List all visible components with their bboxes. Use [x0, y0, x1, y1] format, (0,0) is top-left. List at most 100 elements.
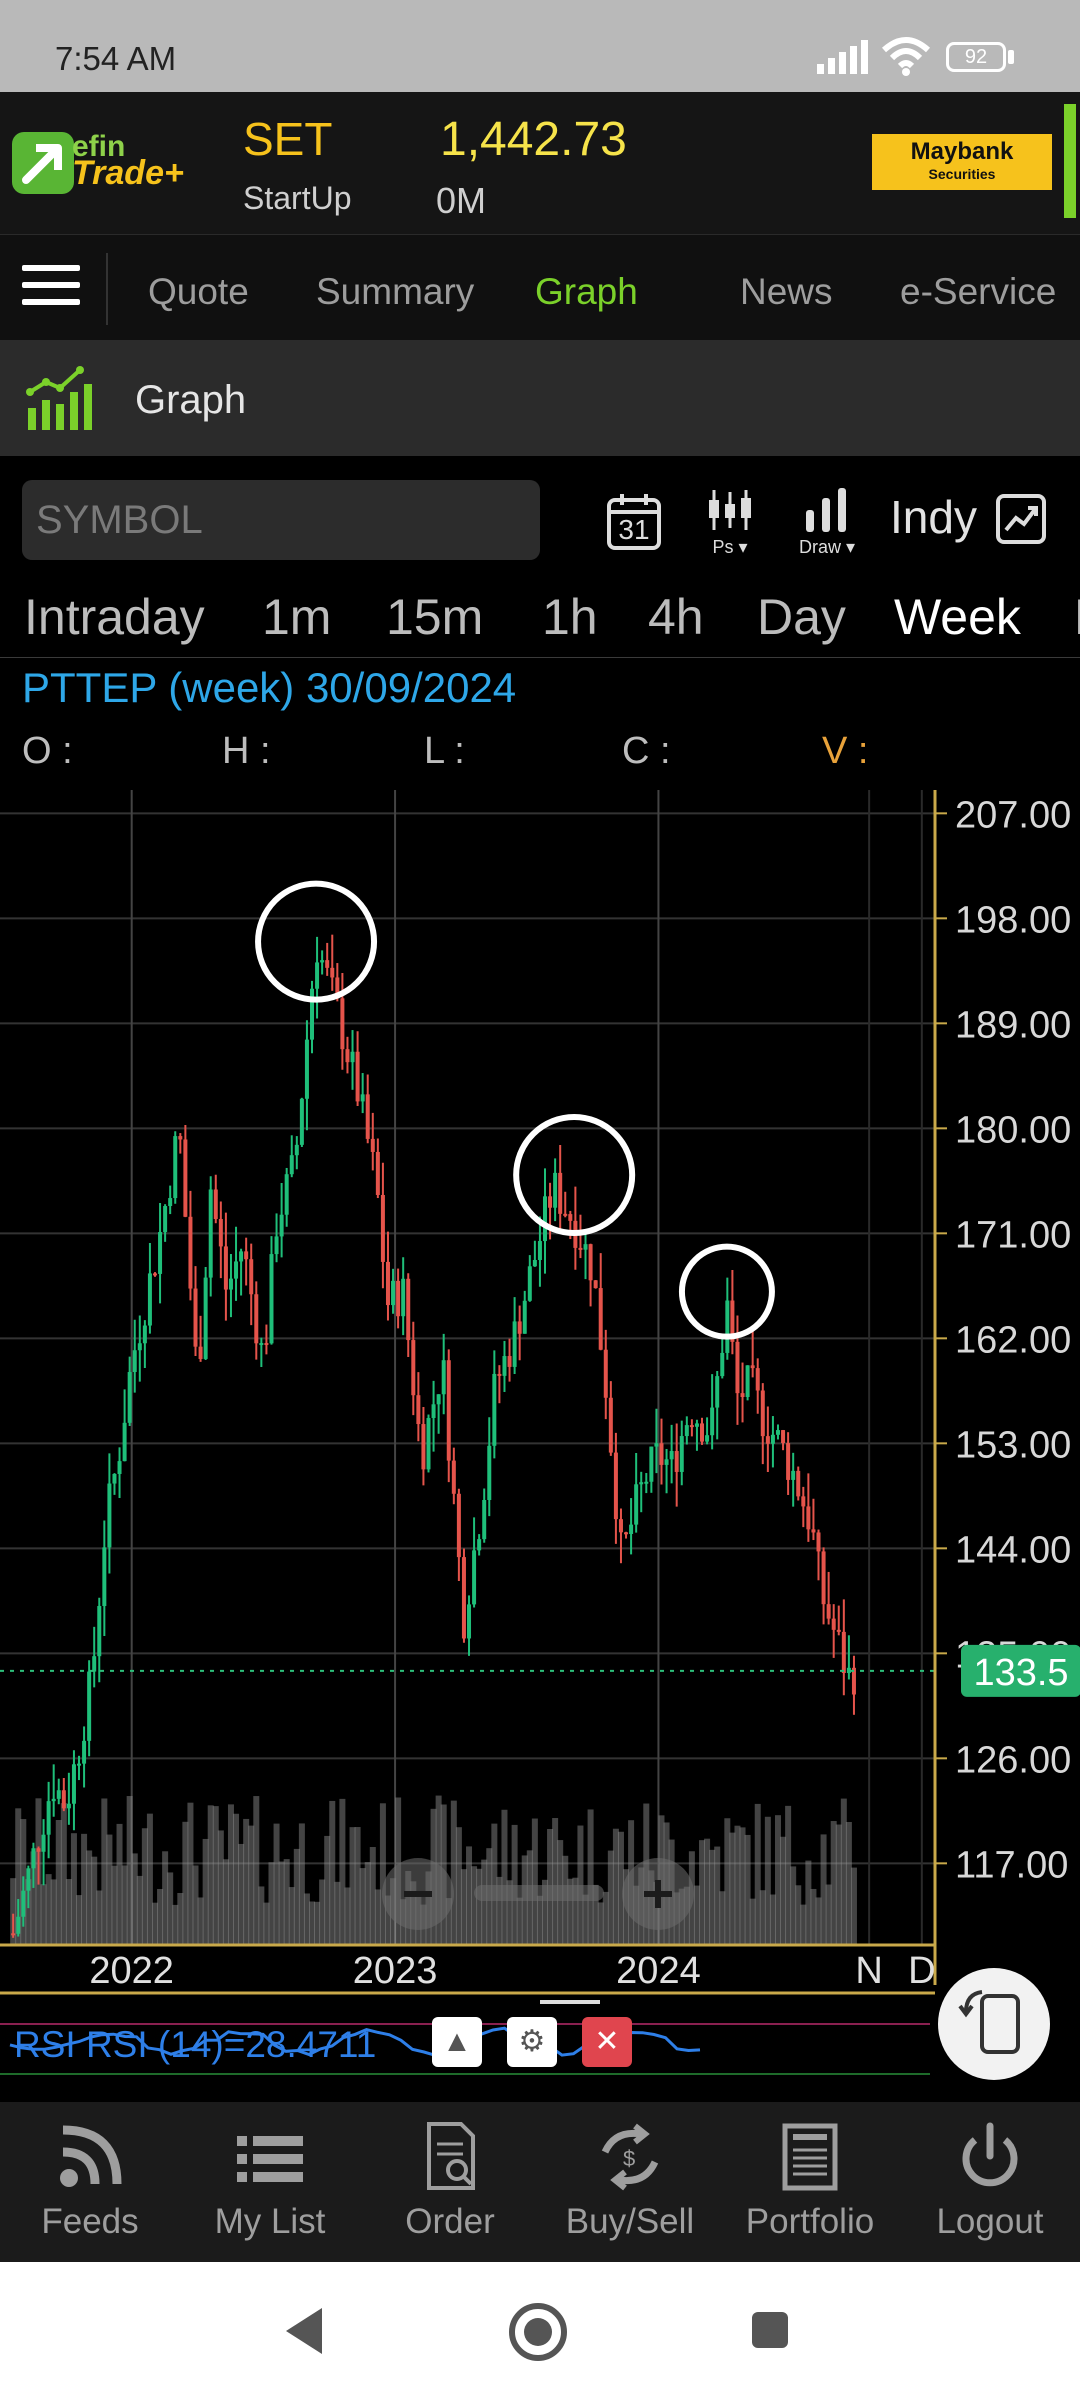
candle-body — [613, 1452, 618, 1520]
logo-text-efin: efin — [72, 130, 126, 163]
plus-v-icon — [655, 1880, 661, 1908]
volume-bar — [167, 1872, 174, 1945]
volume-bar — [714, 1846, 721, 1945]
calendar-button[interactable]: 31 — [606, 492, 662, 552]
candle-body — [467, 1604, 472, 1639]
page-title-bar: Graph — [0, 340, 1080, 456]
candle-body — [639, 1482, 644, 1485]
volume-bar — [460, 1869, 467, 1945]
volume-bar — [359, 1868, 366, 1945]
candle-body — [760, 1390, 765, 1437]
period-month[interactable]: M — [1074, 588, 1080, 646]
wifi-icon — [881, 37, 931, 76]
rsi-move-up-button[interactable]: ▲ — [432, 2017, 482, 2067]
candle-body — [684, 1425, 689, 1437]
tab-quote[interactable]: Quote — [148, 271, 249, 312]
market-name[interactable]: SET — [243, 113, 333, 165]
nav-portfolio[interactable]: Portfolio — [720, 2102, 900, 2262]
volume-bar — [724, 1818, 731, 1945]
candle-body — [320, 960, 325, 963]
candle-body — [234, 1261, 239, 1279]
status-time: 7:54 AM — [55, 40, 177, 77]
nav-logout[interactable]: Logout — [900, 2102, 1080, 2262]
zoom-out-button[interactable] — [382, 1858, 454, 1930]
price-style-button[interactable]: Ps ▾ — [700, 488, 760, 558]
nav-my-list[interactable]: My List — [180, 2102, 360, 2262]
candle-body — [385, 1261, 390, 1306]
candle-body — [370, 1138, 375, 1152]
draw-button[interactable]: Draw ▾ — [792, 488, 862, 558]
app-header: efin Trade+ SET 1,442.73 StartUp 0M Mayb… — [0, 92, 1080, 234]
back-icon[interactable] — [282, 2306, 326, 2356]
symbol-input[interactable] — [22, 480, 540, 560]
battery-icon: 92 — [946, 42, 1006, 72]
period-1m[interactable]: 1m — [262, 589, 332, 645]
nav-feeds[interactable]: Feeds — [0, 2102, 180, 2262]
candle-body — [781, 1430, 786, 1444]
candle-body — [173, 1136, 178, 1199]
candle-body — [735, 1341, 740, 1394]
candle-body — [61, 1790, 66, 1809]
period-intraday[interactable]: Intraday — [24, 589, 205, 645]
rsi-settings-gear-icon[interactable]: ⚙ — [507, 2017, 557, 2067]
period-day[interactable]: Day — [757, 589, 846, 645]
volume-bar — [126, 1796, 133, 1945]
home-icon[interactable] — [508, 2302, 568, 2362]
candle-body — [218, 1219, 223, 1247]
price-candles — [0, 934, 935, 1938]
price-chart[interactable]: 207.00 198.00 189.00 180.00 171.00 162.00 153.… — [0, 790, 1080, 2070]
market-index-value: 1,442.73 — [440, 113, 627, 166]
nav-buy-sell-label: Buy/Sell — [565, 2202, 695, 2241]
period-4h[interactable]: 4h — [648, 589, 704, 645]
volume-bar — [617, 1831, 624, 1945]
panel-drag-handle[interactable] — [540, 2000, 600, 2004]
tab-e-service[interactable]: e-Service — [900, 271, 1057, 312]
candle-body — [441, 1360, 446, 1395]
bottom-nav: Feeds My List Order $ Buy/Sell — [0, 2102, 1080, 2262]
volume-bar — [70, 1833, 77, 1945]
power-icon — [962, 2122, 1018, 2187]
candle-body — [208, 1189, 213, 1278]
zoom-in-button[interactable] — [622, 1858, 694, 1930]
candle-body — [183, 1139, 188, 1217]
nav-buy-sell[interactable]: $ Buy/Sell — [540, 2102, 720, 2262]
indicator-label[interactable]: Indy — [890, 491, 977, 543]
candle-body — [608, 1397, 613, 1453]
tab-news[interactable]: News — [740, 271, 833, 312]
candle-body — [158, 1232, 163, 1274]
market-volume: 0M — [436, 180, 487, 221]
volume-bar — [40, 1884, 47, 1945]
nav-order[interactable]: Order — [360, 2102, 540, 2262]
tab-summary[interactable]: Summary — [316, 271, 475, 312]
candle-body — [649, 1446, 654, 1482]
indicator-icon[interactable] — [996, 494, 1046, 544]
candle-body — [811, 1529, 816, 1533]
zoom-slider[interactable] — [474, 1885, 604, 1901]
candle-body — [77, 1763, 82, 1766]
period-week[interactable]: Week — [894, 589, 1021, 645]
period-15m[interactable]: 15m — [386, 589, 484, 645]
volume-bar — [709, 1849, 716, 1945]
candle-body — [517, 1321, 522, 1334]
rsi-close-icon[interactable]: ✕ — [582, 2017, 632, 2067]
rotate-screen-button[interactable] — [938, 1968, 1050, 2080]
recents-icon[interactable] — [750, 2310, 790, 2350]
volume-bar — [815, 1897, 822, 1945]
list-icon — [237, 2136, 303, 2182]
volume-bar — [263, 1902, 270, 1945]
volume-bar — [25, 1879, 32, 1945]
hamburger-menu-icon[interactable] — [22, 265, 80, 309]
volume-bar — [177, 1893, 184, 1945]
candlestick-icon — [709, 490, 751, 530]
y-tick-label: 171.00 — [955, 1214, 1071, 1256]
battery-level: 92 — [964, 46, 988, 68]
candle-body — [56, 1790, 61, 1799]
candle-body — [705, 1435, 710, 1442]
volume-bar — [744, 1834, 751, 1945]
volume-bar — [96, 1890, 103, 1945]
candle-body — [851, 1667, 856, 1695]
tab-graph[interactable]: Graph — [535, 271, 638, 312]
chart-grid-vertical — [130, 790, 923, 1945]
volume-bar — [303, 1893, 310, 1945]
period-1h[interactable]: 1h — [542, 589, 598, 645]
